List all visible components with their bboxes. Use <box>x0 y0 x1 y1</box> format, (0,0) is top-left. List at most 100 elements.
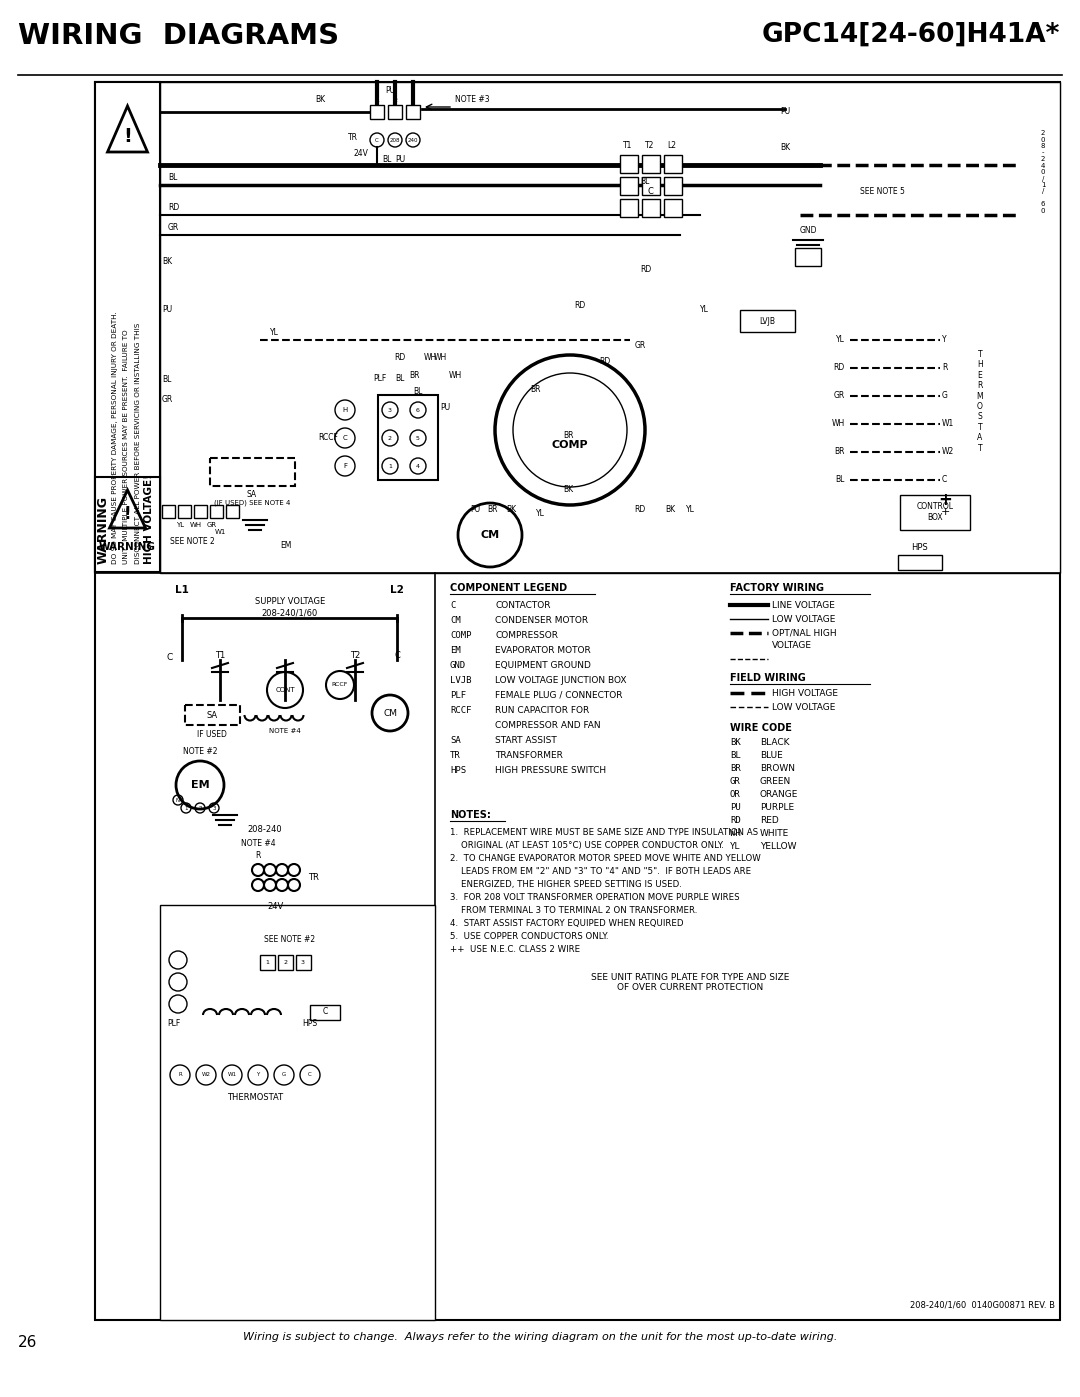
Text: BL: BL <box>162 376 172 384</box>
Text: YL: YL <box>730 842 741 851</box>
Bar <box>664 198 681 217</box>
Text: GPC14[24-60]H41A*: GPC14[24-60]H41A* <box>761 22 1059 47</box>
Text: PLF: PLF <box>450 692 467 700</box>
Text: PLF: PLF <box>167 1018 180 1028</box>
Text: C: C <box>394 651 400 661</box>
Text: EQUIPMENT GROUND: EQUIPMENT GROUND <box>495 661 591 671</box>
Text: TR: TR <box>450 752 461 760</box>
Text: W2: W2 <box>942 447 955 457</box>
Text: GR: GR <box>635 341 646 349</box>
Text: BLUE: BLUE <box>760 752 783 760</box>
Text: 1.  REPLACEMENT WIRE MUST BE SAME SIZE AND TYPE INSULATION AS: 1. REPLACEMENT WIRE MUST BE SAME SIZE AN… <box>450 828 758 837</box>
Text: LOW VOLTAGE JUNCTION BOX: LOW VOLTAGE JUNCTION BOX <box>495 676 626 685</box>
Text: GND: GND <box>450 661 467 671</box>
Text: BROWN: BROWN <box>760 764 795 773</box>
Text: +: + <box>941 507 949 517</box>
Text: C: C <box>942 475 947 485</box>
Text: T2: T2 <box>646 141 654 149</box>
Text: NOTE #4: NOTE #4 <box>241 838 275 848</box>
Text: NOTE #3: NOTE #3 <box>455 95 489 103</box>
Text: CM: CM <box>450 616 461 624</box>
Text: BK: BK <box>162 257 172 267</box>
Text: RD: RD <box>730 816 741 826</box>
Text: C: C <box>308 1073 312 1077</box>
Text: 5: 5 <box>416 436 420 440</box>
Text: PURPLE: PURPLE <box>760 803 794 812</box>
Text: RD: RD <box>599 358 610 366</box>
Text: RD: RD <box>394 353 406 362</box>
Text: W2: W2 <box>202 1073 211 1077</box>
Text: BK: BK <box>780 144 789 152</box>
Text: EVAPORATOR MOTOR: EVAPORATOR MOTOR <box>495 645 591 655</box>
Text: 2: 2 <box>388 436 392 440</box>
Bar <box>620 155 638 173</box>
Text: WIRING  DIAGRAMS: WIRING DIAGRAMS <box>18 22 339 50</box>
Text: RD: RD <box>575 300 585 310</box>
Bar <box>900 495 970 529</box>
Bar <box>620 198 638 217</box>
Text: HPS: HPS <box>912 543 929 552</box>
Text: YL: YL <box>176 522 184 528</box>
Text: 24V: 24V <box>353 148 368 158</box>
Text: !: ! <box>124 504 132 522</box>
Text: GR: GR <box>162 395 173 405</box>
Bar <box>388 105 402 119</box>
Text: BK: BK <box>563 486 573 495</box>
Bar <box>160 905 435 1320</box>
Text: WHITE: WHITE <box>760 828 789 838</box>
Text: BR: BR <box>488 506 498 514</box>
Text: COMP: COMP <box>552 440 589 450</box>
Text: BL: BL <box>836 475 845 485</box>
Bar <box>406 105 420 119</box>
Text: LINE VOLTAGE: LINE VOLTAGE <box>772 601 835 610</box>
Text: Y: Y <box>256 1073 259 1077</box>
Bar <box>226 504 239 518</box>
Text: C: C <box>375 137 379 142</box>
Text: L1: L1 <box>175 585 189 595</box>
Bar <box>296 956 311 970</box>
Bar <box>664 177 681 196</box>
Text: L2: L2 <box>390 585 404 595</box>
Text: RD: RD <box>640 265 651 274</box>
Text: ++  USE N.E.C. CLASS 2 WIRE: ++ USE N.E.C. CLASS 2 WIRE <box>450 944 580 954</box>
Bar <box>310 1004 340 1020</box>
Text: OPT/NAL HIGH: OPT/NAL HIGH <box>772 629 837 638</box>
Text: BR: BR <box>530 386 540 394</box>
Text: (IF USED) SEE NOTE 4: (IF USED) SEE NOTE 4 <box>214 500 291 507</box>
Text: WARNING: WARNING <box>97 496 110 564</box>
Text: RD: RD <box>168 203 179 212</box>
Text: RCCF: RCCF <box>332 683 348 687</box>
Text: RED: RED <box>760 816 779 826</box>
Text: ORANGE: ORANGE <box>760 789 798 799</box>
Text: NOTE #2: NOTE #2 <box>183 747 217 757</box>
Text: NOTE #4: NOTE #4 <box>269 728 301 733</box>
Text: R: R <box>942 363 947 373</box>
Text: 6: 6 <box>416 408 420 412</box>
Text: PU: PU <box>384 87 395 95</box>
Text: 1: 1 <box>388 464 392 468</box>
Text: 3: 3 <box>411 98 415 103</box>
Text: FROM TERMINAL 3 TO TERMINAL 2 ON TRANSFORMER.: FROM TERMINAL 3 TO TERMINAL 2 ON TRANSFO… <box>450 907 698 915</box>
Text: 3.  FOR 208 VOLT TRANSFORMER OPERATION MOVE PURPLE WIRES: 3. FOR 208 VOLT TRANSFORMER OPERATION MO… <box>450 893 740 902</box>
Text: RD: RD <box>634 506 646 514</box>
Text: 5.  USE COPPER CONDUCTORS ONLY.: 5. USE COPPER CONDUCTORS ONLY. <box>450 932 608 942</box>
Text: YL: YL <box>700 306 708 314</box>
Text: DISCONNECT ALL POWER BEFORE SERVICING OR INSTALLING THIS: DISCONNECT ALL POWER BEFORE SERVICING OR… <box>135 323 140 564</box>
Text: 2: 2 <box>393 98 397 103</box>
Text: LEADS FROM EM "2" AND "3" TO "4" AND "5".  IF BOTH LEADS ARE: LEADS FROM EM "2" AND "3" TO "4" AND "5"… <box>450 868 751 876</box>
Text: GND: GND <box>799 226 816 235</box>
Text: BL: BL <box>382 155 391 165</box>
Text: BL: BL <box>640 177 649 187</box>
Text: THERMOSTAT: THERMOSTAT <box>227 1092 283 1102</box>
Text: YELLOW: YELLOW <box>760 842 797 851</box>
Bar <box>740 310 795 332</box>
Text: WH: WH <box>832 419 845 429</box>
Text: C: C <box>322 1007 327 1017</box>
Bar <box>370 105 384 119</box>
Text: OR: OR <box>730 789 741 799</box>
Text: TR: TR <box>308 873 319 882</box>
Text: W1: W1 <box>214 529 226 535</box>
Bar <box>194 504 207 518</box>
Text: 2.  TO CHANGE EVAPORATOR MOTOR SPEED MOVE WHITE AND YELLOW: 2. TO CHANGE EVAPORATOR MOTOR SPEED MOVE… <box>450 854 760 863</box>
Text: YL: YL <box>536 509 544 517</box>
